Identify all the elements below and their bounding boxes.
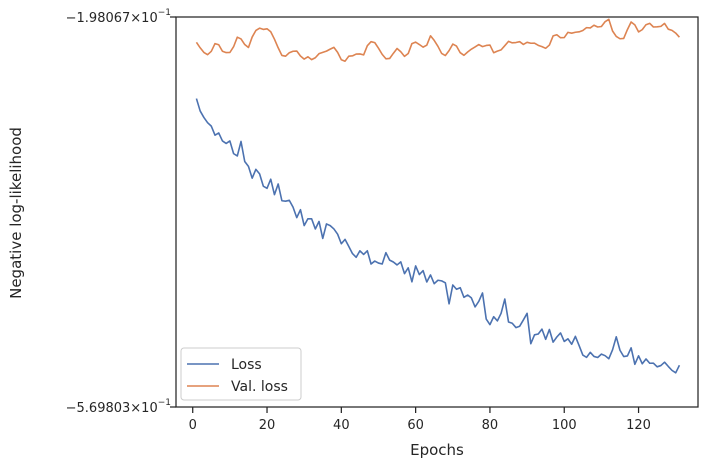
y-tick-label-bottom: −5.69803×10−1 — [66, 398, 171, 416]
loss-series-line — [195, 98, 681, 374]
x-tick-label-40: 40 — [333, 418, 350, 433]
x-tick-label-120: 120 — [626, 418, 651, 433]
legend-box — [180, 347, 302, 401]
series-layer — [195, 18, 681, 374]
x-axis-label: Epochs — [410, 441, 464, 459]
y-tick-label-top: −1.98067×10−1 — [66, 8, 171, 26]
y-axis: −1.98067×10−1 −5.69803×10−1 — [66, 8, 176, 416]
val-loss-series-line — [195, 18, 681, 62]
legend-label-val-loss: Val. loss — [231, 379, 288, 395]
x-tick-label-80: 80 — [482, 418, 499, 433]
legend-label-loss: Loss — [231, 357, 262, 373]
x-tick-label-20: 20 — [259, 418, 276, 433]
x-axis: 0 20 40 60 80 100 120 — [189, 407, 651, 433]
legend: Loss Val. loss — [180, 347, 302, 401]
x-tick-label-100: 100 — [552, 418, 577, 433]
y-axis-label: Negative log-likelihood — [7, 127, 25, 299]
axes-frame — [175, 16, 699, 408]
x-tick-label-0: 0 — [189, 418, 197, 433]
x-tick-label-60: 60 — [407, 418, 424, 433]
